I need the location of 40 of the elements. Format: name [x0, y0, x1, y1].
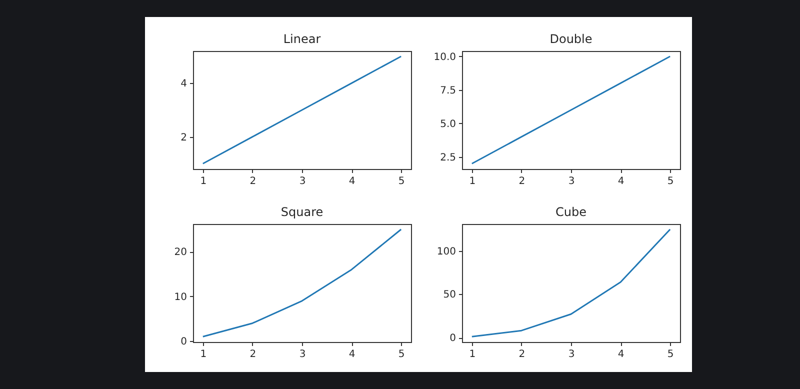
y-tick-label: 5.0 — [440, 118, 456, 130]
x-tick-label: 1 — [200, 176, 207, 187]
x-tick-label: 3 — [299, 349, 306, 360]
x-tick-label: 5 — [667, 176, 674, 187]
x-tick-label: 2 — [518, 349, 526, 360]
chart-title: Double — [550, 32, 592, 46]
chart-title: Cube — [556, 205, 586, 219]
x-tick-label: 2 — [250, 349, 256, 360]
y-tick-label: 4 — [180, 78, 187, 90]
x-tick-label: 2 — [518, 176, 526, 187]
x-tick-label: 1 — [200, 349, 207, 360]
x-tick-label: 3 — [568, 349, 575, 360]
x-tick-label: 2 — [250, 176, 256, 187]
y-tick-label: 2.5 — [440, 152, 456, 164]
y-tick-label: 100 — [436, 246, 456, 258]
x-tick-label: 3 — [568, 176, 575, 187]
x-tick-label: 5 — [667, 349, 674, 360]
chart-title: Linear — [283, 32, 321, 46]
x-tick-label: 4 — [618, 176, 624, 187]
y-tick-label: 0 — [450, 333, 456, 344]
x-tick-label: 4 — [348, 176, 356, 187]
x-tick-label: 3 — [299, 176, 306, 187]
y-tick-label: 50 — [443, 290, 456, 301]
x-tick-label: 5 — [398, 349, 405, 360]
x-tick-label: 1 — [469, 176, 476, 187]
y-tick-label: 10.0 — [434, 52, 456, 63]
x-tick-label: 4 — [348, 349, 356, 360]
line-series — [471, 56, 671, 164]
y-tick-label: 10 — [174, 292, 187, 303]
y-tick-label: 0 — [180, 336, 187, 348]
chart-title: Square — [280, 205, 324, 219]
x-tick-label: 4 — [618, 349, 624, 360]
x-tick-label: 1 — [469, 349, 476, 360]
x-tick-label: 5 — [398, 176, 405, 187]
y-tick-label: 7.5 — [440, 85, 456, 96]
y-tick-label: 2 — [180, 132, 187, 144]
y-tick-label: 20 — [174, 247, 187, 258]
line-series — [202, 228, 402, 338]
line-series — [471, 228, 671, 338]
line-series — [202, 56, 402, 164]
